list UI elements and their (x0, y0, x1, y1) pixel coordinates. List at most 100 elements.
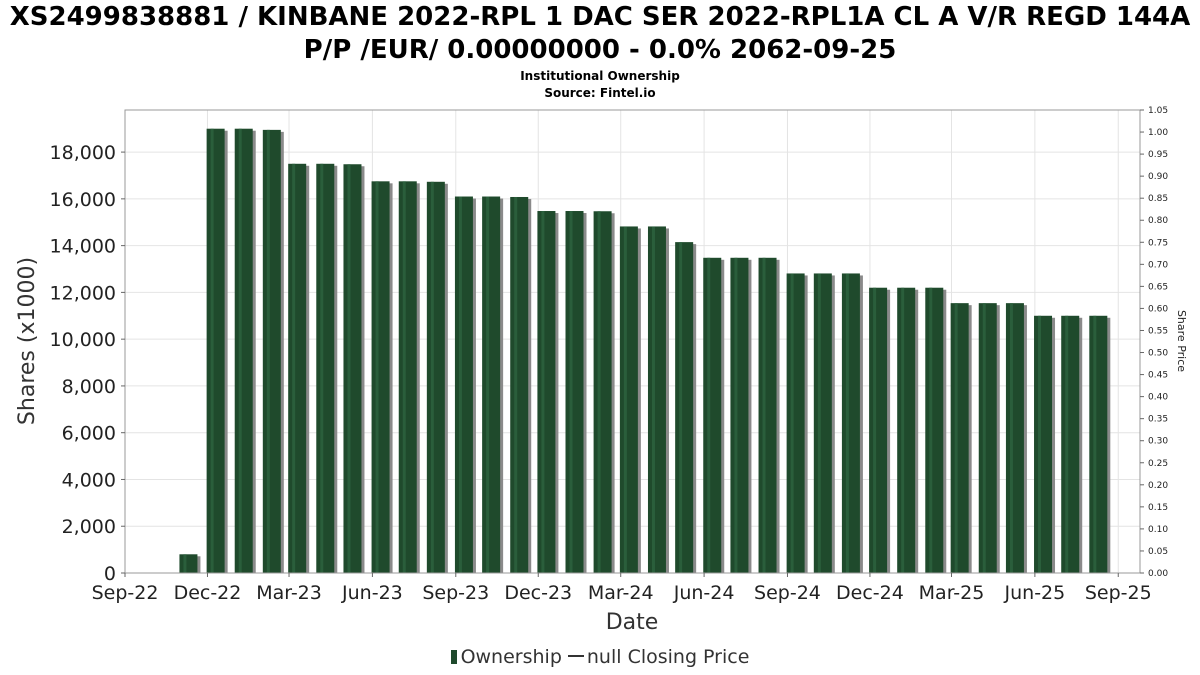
bar-highlight (817, 273, 821, 573)
y2-tick-label: 0.20 (1148, 481, 1168, 491)
bar-highlight (651, 226, 655, 573)
x-tick-label: Jun-23 (341, 582, 403, 604)
y2-tick-label: 0.50 (1148, 349, 1168, 359)
legend-ownership-label: Ownership (460, 646, 562, 668)
bar-highlight (486, 196, 490, 573)
y-tick-label: 2,000 (62, 516, 116, 538)
y2-tick-label: 0.15 (1148, 503, 1168, 513)
bar-highlight (790, 273, 794, 573)
ownership-bar (647, 226, 666, 573)
bar-highlight (402, 181, 406, 573)
bar-highlight (320, 163, 324, 573)
y2-tick-label: 0.10 (1148, 525, 1168, 535)
bar-highlight (458, 196, 462, 573)
bar-highlight (375, 181, 379, 573)
ownership-bar (316, 163, 335, 573)
ownership-bar (675, 242, 694, 573)
ownership-bar (813, 273, 832, 573)
bar-highlight (1038, 315, 1042, 573)
ownership-bar (593, 211, 612, 573)
y2-tick-label: 1.00 (1148, 128, 1168, 138)
y2-tick-label: 0.40 (1148, 393, 1168, 403)
ownership-bar (869, 287, 888, 573)
ownership-bar (454, 196, 473, 573)
y-tick-label: 18,000 (50, 142, 116, 164)
bar-highlight (1093, 315, 1097, 573)
y-tick-label: 8,000 (62, 376, 116, 398)
ownership-bar (206, 128, 225, 573)
y2-tick-label: 0.25 (1148, 459, 1168, 469)
x-tick-label: Dec-24 (836, 582, 904, 604)
ownership-bar (482, 196, 501, 573)
ticks: 0 2,000 4,000 6,000 8,000 10,000 12,000 14,000 1… (50, 106, 1169, 604)
ownership-bar (1005, 303, 1024, 573)
ownership-bar (179, 554, 198, 573)
bar-highlight (183, 554, 187, 573)
bar-highlight (734, 257, 738, 573)
bar-highlight (1009, 303, 1013, 573)
bar-highlight (707, 257, 711, 573)
x-tick-label: Mar-23 (256, 582, 322, 604)
bars (179, 128, 1111, 574)
ownership-bar (510, 196, 529, 573)
ownership-bar (619, 226, 638, 573)
ownership-bar (537, 211, 556, 573)
x-tick-label: Sep-22 (92, 582, 159, 604)
x-tick-label: Sep-25 (1085, 582, 1152, 604)
x-tick-label: Jun-25 (1004, 582, 1066, 604)
bar-highlight (541, 211, 545, 573)
y-tick-label: 14,000 (50, 236, 116, 258)
bar-highlight (982, 303, 986, 573)
x-tick-label: Sep-23 (422, 582, 489, 604)
x-axis-label: Date (606, 610, 659, 635)
y2-tick-label: 0.30 (1148, 437, 1168, 447)
bar-highlight (762, 257, 766, 573)
bar-highlight (266, 129, 270, 573)
ownership-bar (262, 129, 281, 573)
ownership-bar (758, 257, 777, 573)
ownership-bar (398, 181, 417, 573)
y-tick-label: 4,000 (62, 469, 116, 491)
bar-highlight (901, 287, 905, 573)
ownership-bar (786, 273, 805, 573)
bar-highlight (845, 273, 849, 573)
bar-highlight (873, 287, 877, 573)
y2-tick-label: 0.55 (1148, 326, 1168, 336)
ownership-bar (288, 163, 307, 573)
ownership-bar (897, 287, 916, 573)
bar-highlight (623, 226, 627, 573)
ownership-bar (234, 128, 253, 573)
y2-tick-label: 0.80 (1148, 216, 1168, 226)
bar-highlight (597, 211, 601, 573)
plot-frame (124, 109, 1141, 574)
legend-closing-price-label: null Closing Price (586, 646, 750, 668)
x-tick-label: Dec-23 (504, 582, 572, 604)
y2-tick-label: 0.65 (1148, 282, 1168, 292)
y-tick-label: 10,000 (50, 329, 116, 351)
bar-highlight (929, 287, 933, 573)
ownership-bar (978, 303, 997, 573)
ownership-bar (565, 211, 584, 573)
y2-tick-label: 0.90 (1148, 172, 1168, 182)
plot-border (124, 109, 1141, 574)
y2-tick-label: 0.05 (1148, 547, 1168, 557)
ownership-bar (371, 181, 390, 573)
ownership-bar (426, 181, 445, 573)
y2-tick-label: 0.75 (1148, 238, 1168, 248)
y-tick-label: 0 (104, 563, 116, 585)
x-tick-label: Mar-25 (919, 582, 985, 604)
bar-highlight (1065, 315, 1069, 573)
bar-highlight (238, 128, 242, 573)
ownership-bar (1034, 315, 1053, 573)
y-tick-label: 16,000 (50, 189, 116, 211)
ownership-bar (1061, 315, 1080, 573)
y-axis-label: Shares (x1000) (15, 257, 40, 425)
ownership-bar (730, 257, 749, 573)
ownership-bar (925, 287, 944, 573)
chart-subtitle: Institutional Ownership (520, 69, 680, 83)
bar-highlight (954, 303, 958, 573)
y2-tick-label: 0.00 (1148, 569, 1168, 579)
ownership-bar (1089, 315, 1108, 573)
ownership-bar (950, 303, 969, 573)
